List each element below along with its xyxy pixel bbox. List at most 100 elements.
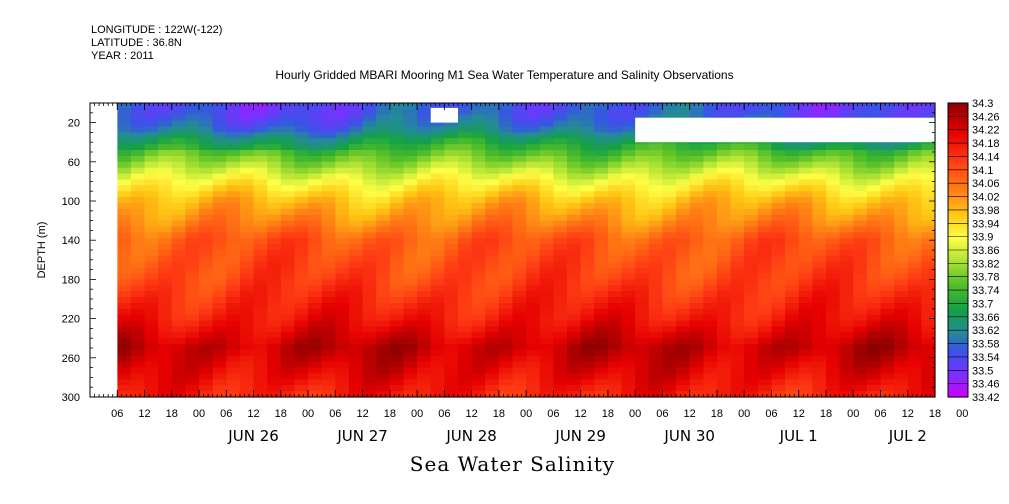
heat-cell xyxy=(308,261,323,269)
heat-cell xyxy=(117,226,132,233)
heat-cell xyxy=(144,232,159,239)
heat-cell xyxy=(130,308,146,316)
heat-cell xyxy=(757,338,773,345)
heat-cell xyxy=(567,285,582,292)
heat-cell xyxy=(716,108,732,116)
heat-cell xyxy=(744,161,759,169)
heat-cell xyxy=(662,308,677,316)
heat-cell xyxy=(117,202,132,210)
heat-cell xyxy=(308,332,323,339)
heat-cell xyxy=(785,202,800,210)
heat-cell xyxy=(621,338,636,345)
heat-cell xyxy=(567,373,582,380)
heat-cell xyxy=(417,285,432,292)
heat-cell xyxy=(866,273,882,280)
heat-cell xyxy=(703,261,718,269)
heat-cell xyxy=(471,297,486,304)
colorbar-swatch xyxy=(948,291,968,294)
heat-cell xyxy=(798,191,813,198)
heat-cell xyxy=(348,108,364,116)
heat-cell xyxy=(430,285,445,292)
heat-cell xyxy=(703,344,718,351)
heat-cell xyxy=(689,338,704,345)
heat-cell xyxy=(894,267,909,275)
heat-cell xyxy=(676,185,691,192)
heat-cell xyxy=(607,138,623,145)
heat-cell xyxy=(471,167,486,175)
heat-cell xyxy=(253,120,268,128)
heat-cell xyxy=(294,208,309,216)
heat-cell xyxy=(621,238,636,245)
heat-cell xyxy=(253,126,268,133)
heat-cell xyxy=(485,349,500,357)
heat-cell xyxy=(621,202,636,210)
heat-cell xyxy=(689,155,704,163)
heat-cell xyxy=(689,191,704,198)
heat-cell xyxy=(253,279,268,286)
heat-cell xyxy=(321,273,336,280)
heat-cell xyxy=(798,202,813,210)
heat-cell xyxy=(839,391,854,398)
heat-cell xyxy=(594,197,609,204)
heat-cell xyxy=(362,391,377,398)
heat-cell xyxy=(226,191,241,198)
heat-cell xyxy=(771,361,786,369)
heat-cell xyxy=(321,179,336,186)
heat-cell xyxy=(812,208,827,216)
heat-cell xyxy=(526,267,541,275)
heat-cell xyxy=(294,379,309,386)
heat-cell xyxy=(171,167,186,175)
heat-cell xyxy=(171,355,186,363)
heat-cell xyxy=(280,197,296,204)
heat-cell xyxy=(430,261,445,269)
heat-cell xyxy=(512,349,527,357)
colorbar-swatch xyxy=(948,103,968,106)
heat-cell xyxy=(130,202,146,210)
heat-cell xyxy=(866,302,882,310)
heat-cell xyxy=(553,308,568,316)
heat-cell xyxy=(594,132,609,139)
heat-cell xyxy=(117,302,132,310)
heat-cell xyxy=(498,144,514,151)
heat-cell xyxy=(526,132,541,139)
heat-cell xyxy=(199,179,214,186)
heat-cell xyxy=(212,197,227,204)
heat-cell xyxy=(921,361,936,369)
heat-cell xyxy=(117,344,132,351)
heat-cell xyxy=(144,132,159,139)
heat-cell xyxy=(199,349,214,357)
heat-cell xyxy=(321,161,336,169)
heat-cell xyxy=(716,297,732,304)
heat-cell xyxy=(212,273,227,280)
heat-cell xyxy=(594,214,609,222)
heat-cell xyxy=(553,114,568,122)
heat-cell xyxy=(771,255,786,263)
x-tick-label: 00 xyxy=(411,408,423,420)
heat-cell xyxy=(621,332,636,339)
heat-cell xyxy=(117,314,132,322)
heat-cell xyxy=(471,250,486,257)
heat-cell xyxy=(239,373,255,380)
heat-cell xyxy=(771,244,786,251)
heat-cell xyxy=(594,155,609,163)
heat-cell xyxy=(607,391,623,398)
heat-cell xyxy=(362,320,377,328)
heat-cell xyxy=(894,244,909,251)
heat-cell xyxy=(798,250,813,257)
heat-cell xyxy=(335,120,350,128)
colorbar-swatch xyxy=(948,307,968,310)
heat-cell xyxy=(389,144,405,151)
heat-cell xyxy=(130,208,146,216)
heat-cell xyxy=(567,150,582,157)
x-axis-title: Sea Water Salinity xyxy=(409,452,616,476)
heat-cell xyxy=(662,197,677,204)
heat-cell xyxy=(417,326,432,333)
heat-cell xyxy=(362,155,377,163)
heat-cell xyxy=(471,214,486,222)
heat-cell xyxy=(253,220,268,228)
heat-cell xyxy=(226,208,241,216)
heat-cell xyxy=(567,320,582,328)
heat-cell xyxy=(635,279,650,286)
heat-cell xyxy=(171,344,186,351)
